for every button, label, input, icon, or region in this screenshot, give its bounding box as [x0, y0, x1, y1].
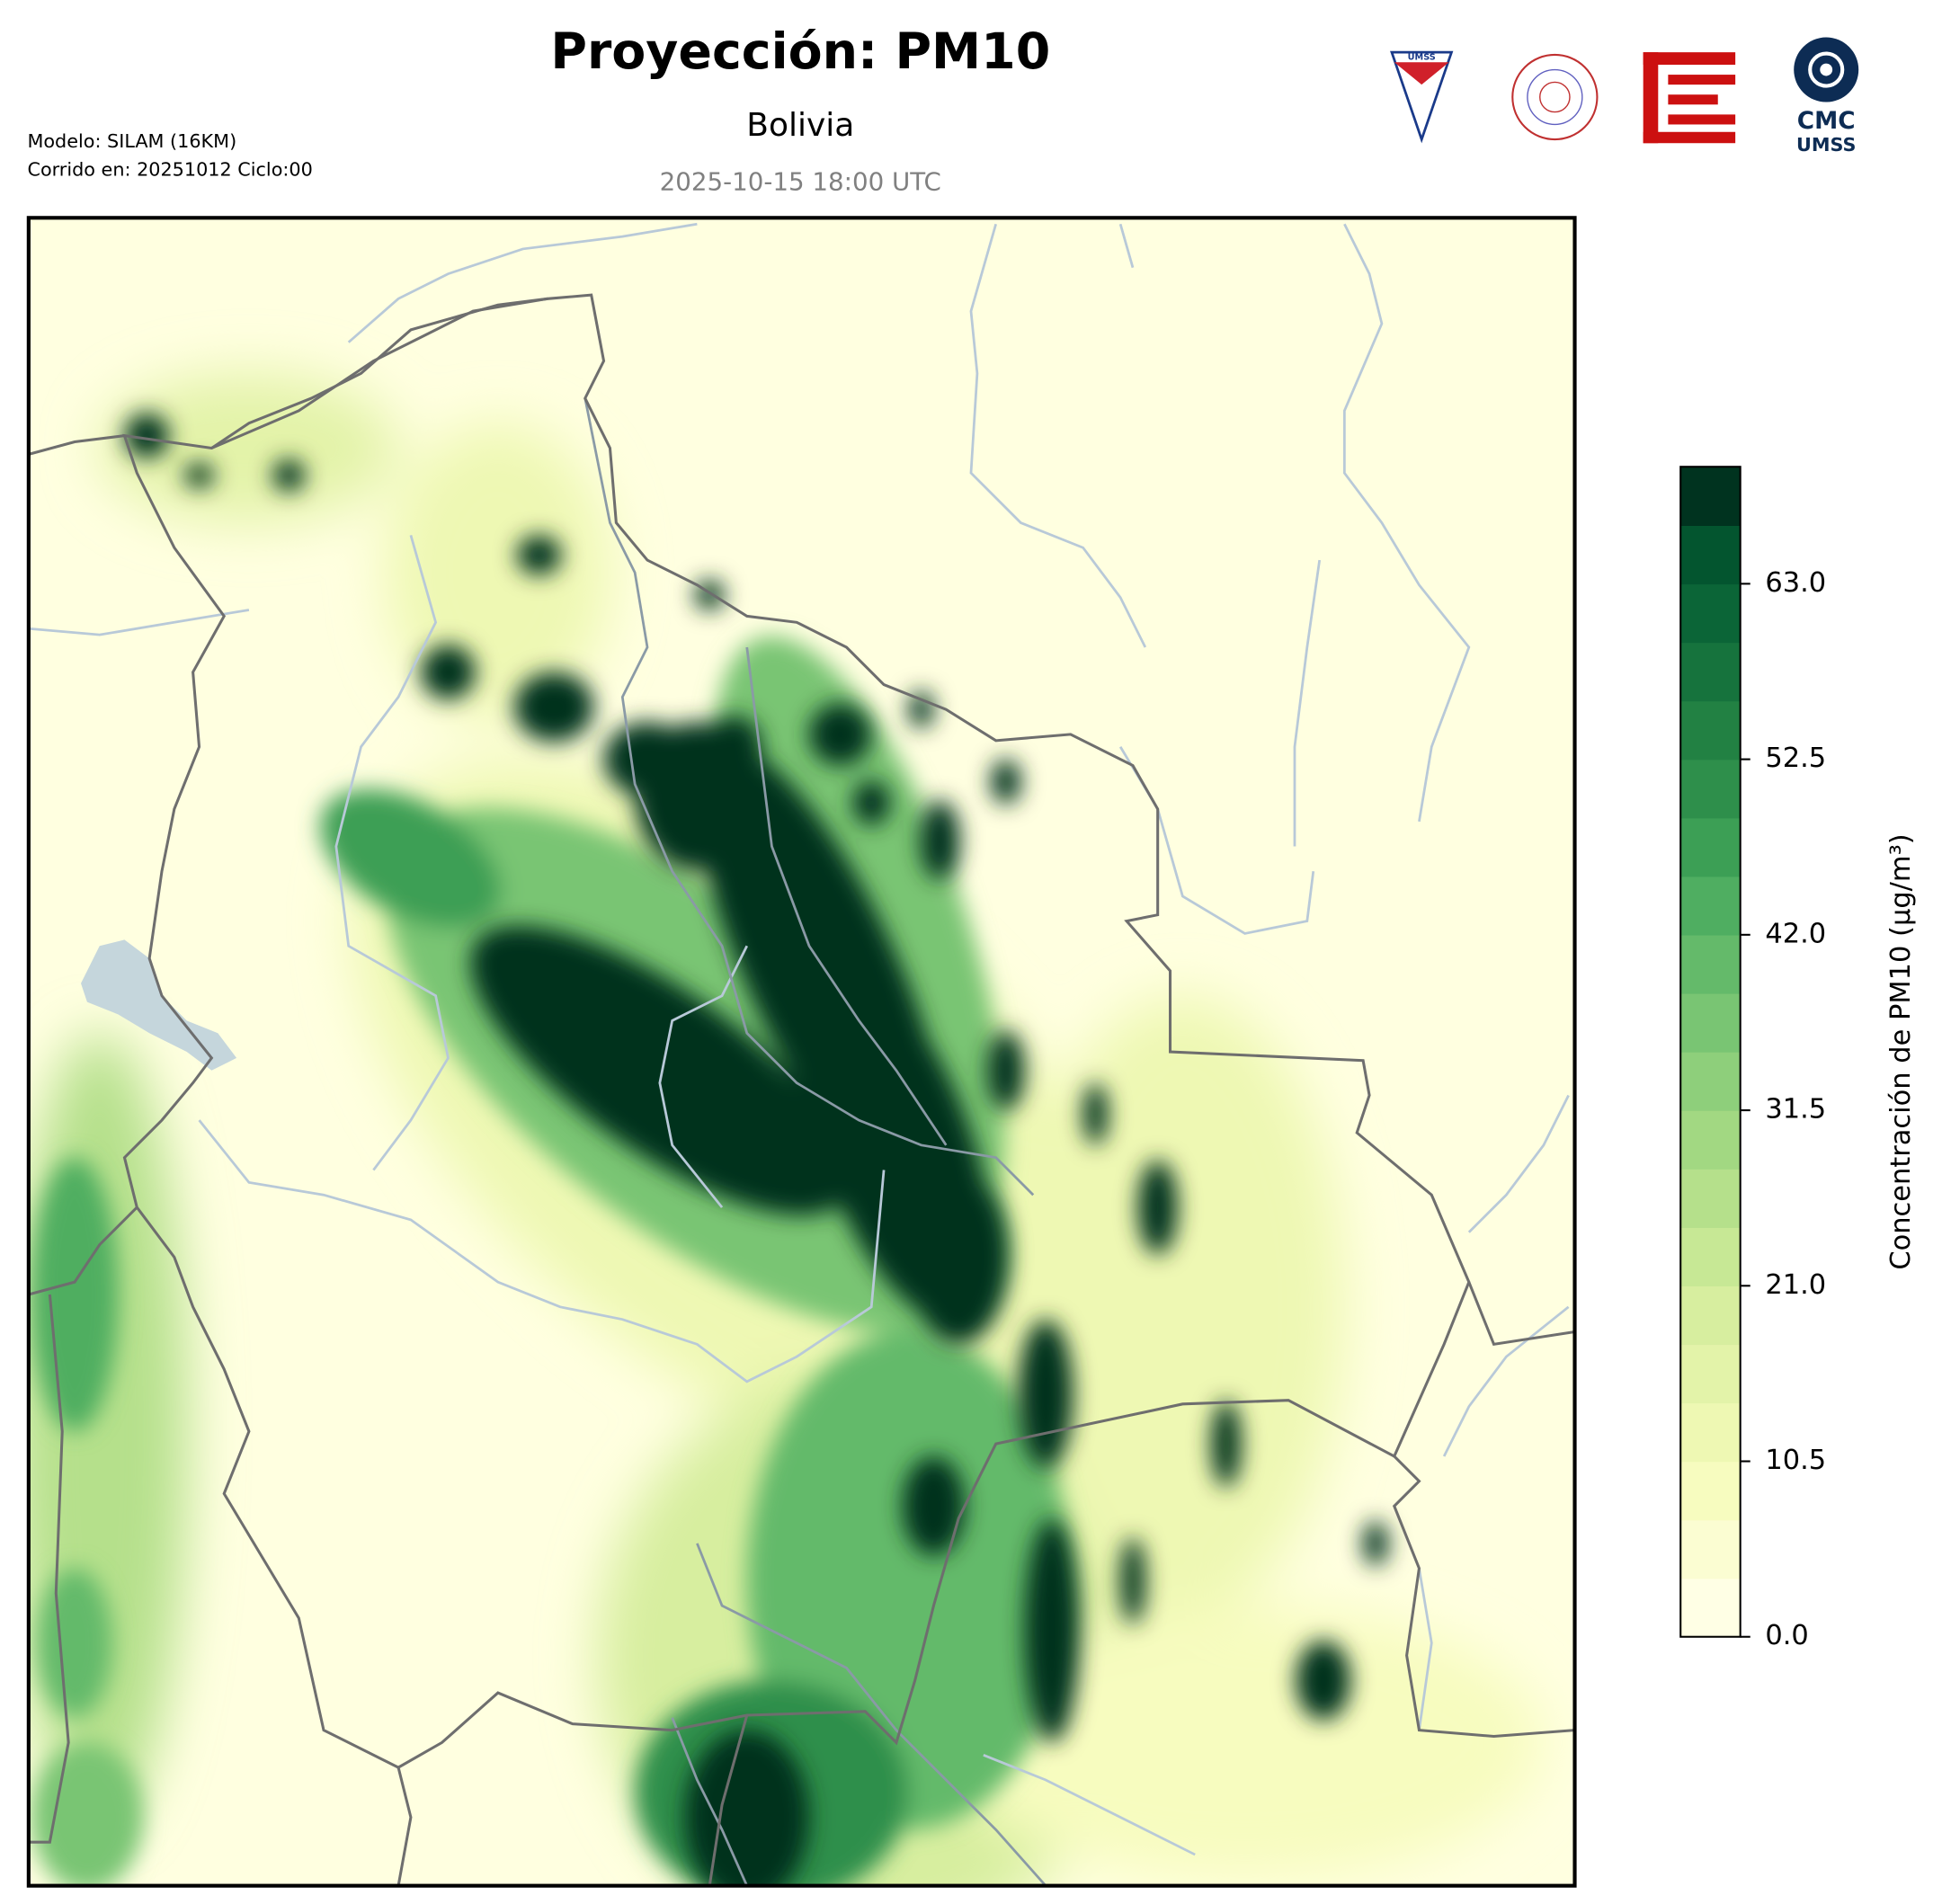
- colorbar-band: [1680, 467, 1741, 526]
- colorbar-band: [1680, 1169, 1741, 1228]
- colorbar-tick-label: 0.0: [1765, 1620, 1808, 1651]
- colorbar-band: [1680, 525, 1741, 585]
- rivers: [28, 222, 1570, 1856]
- valid-time: 2025-10-15 18:00 UTC: [660, 167, 941, 197]
- colorbar-band: [1680, 1578, 1741, 1638]
- colorbar-band: [1680, 759, 1741, 819]
- run-info: Corrido en: 20251012 Ciclo:00: [27, 159, 312, 181]
- colorbar-tick-label: 52.5: [1765, 743, 1826, 774]
- colorbar-tick-label: 31.5: [1765, 1094, 1826, 1125]
- borders: [28, 293, 1575, 1886]
- colorbar-band: [1680, 1344, 1741, 1404]
- colorbar-band: [1680, 1461, 1741, 1521]
- colorbar-band: [1680, 583, 1741, 644]
- logo-cmc: CMC UMSS: [1794, 37, 1859, 156]
- logo-text: CMC: [1797, 108, 1856, 135]
- colorbar-band: [1680, 1110, 1741, 1170]
- colorbar-band: [1680, 934, 1741, 994]
- colorbar: 0.0 10.5 21.0 31.5 42.0 52.5 63.0: [1679, 466, 1826, 1651]
- map: [28, 218, 1575, 1886]
- title: Proyección: PM10: [550, 23, 1050, 81]
- colorbar-band: [1680, 1286, 1741, 1346]
- logo-text: UMSS: [1408, 53, 1436, 63]
- logo-physics: [1511, 53, 1599, 141]
- lake: [80, 939, 237, 1071]
- subtitle: Bolivia: [746, 107, 854, 144]
- colorbar-band: [1680, 1402, 1741, 1463]
- colorbar-band: [1680, 700, 1741, 761]
- colorbar-band: [1680, 1051, 1741, 1111]
- model-info: Modelo: SILAM (16KM): [27, 130, 236, 152]
- logo-umss: UMSS: [1390, 50, 1454, 144]
- colorbar-band: [1680, 876, 1741, 936]
- colorbar-band: [1680, 1519, 1741, 1579]
- colorbar-tick-label: 42.0: [1765, 918, 1826, 949]
- logo-text: UMSS: [1796, 134, 1856, 156]
- colorbar-band: [1680, 642, 1741, 702]
- colorbar-band: [1680, 992, 1741, 1053]
- colorbar-frame: [1679, 466, 1742, 1638]
- colorbar-tick-label: 10.5: [1765, 1445, 1826, 1476]
- field-high: [124, 413, 1388, 1886]
- colorbar-tick-label: 21.0: [1765, 1269, 1826, 1301]
- colorbar-tick-label: 63.0: [1765, 567, 1826, 599]
- rivers-main: [583, 397, 1047, 1886]
- colorbar-label: Concentración de PM10 (µg/m³): [1885, 833, 1917, 1269]
- map-frame: [26, 216, 1577, 1888]
- logo-red: [1643, 52, 1736, 144]
- colorbar-band: [1680, 817, 1741, 877]
- figure: Proyección: PM10 Bolivia 2025-10-15 18:0…: [26, 23, 1917, 1888]
- colorbar-band: [1680, 1227, 1741, 1286]
